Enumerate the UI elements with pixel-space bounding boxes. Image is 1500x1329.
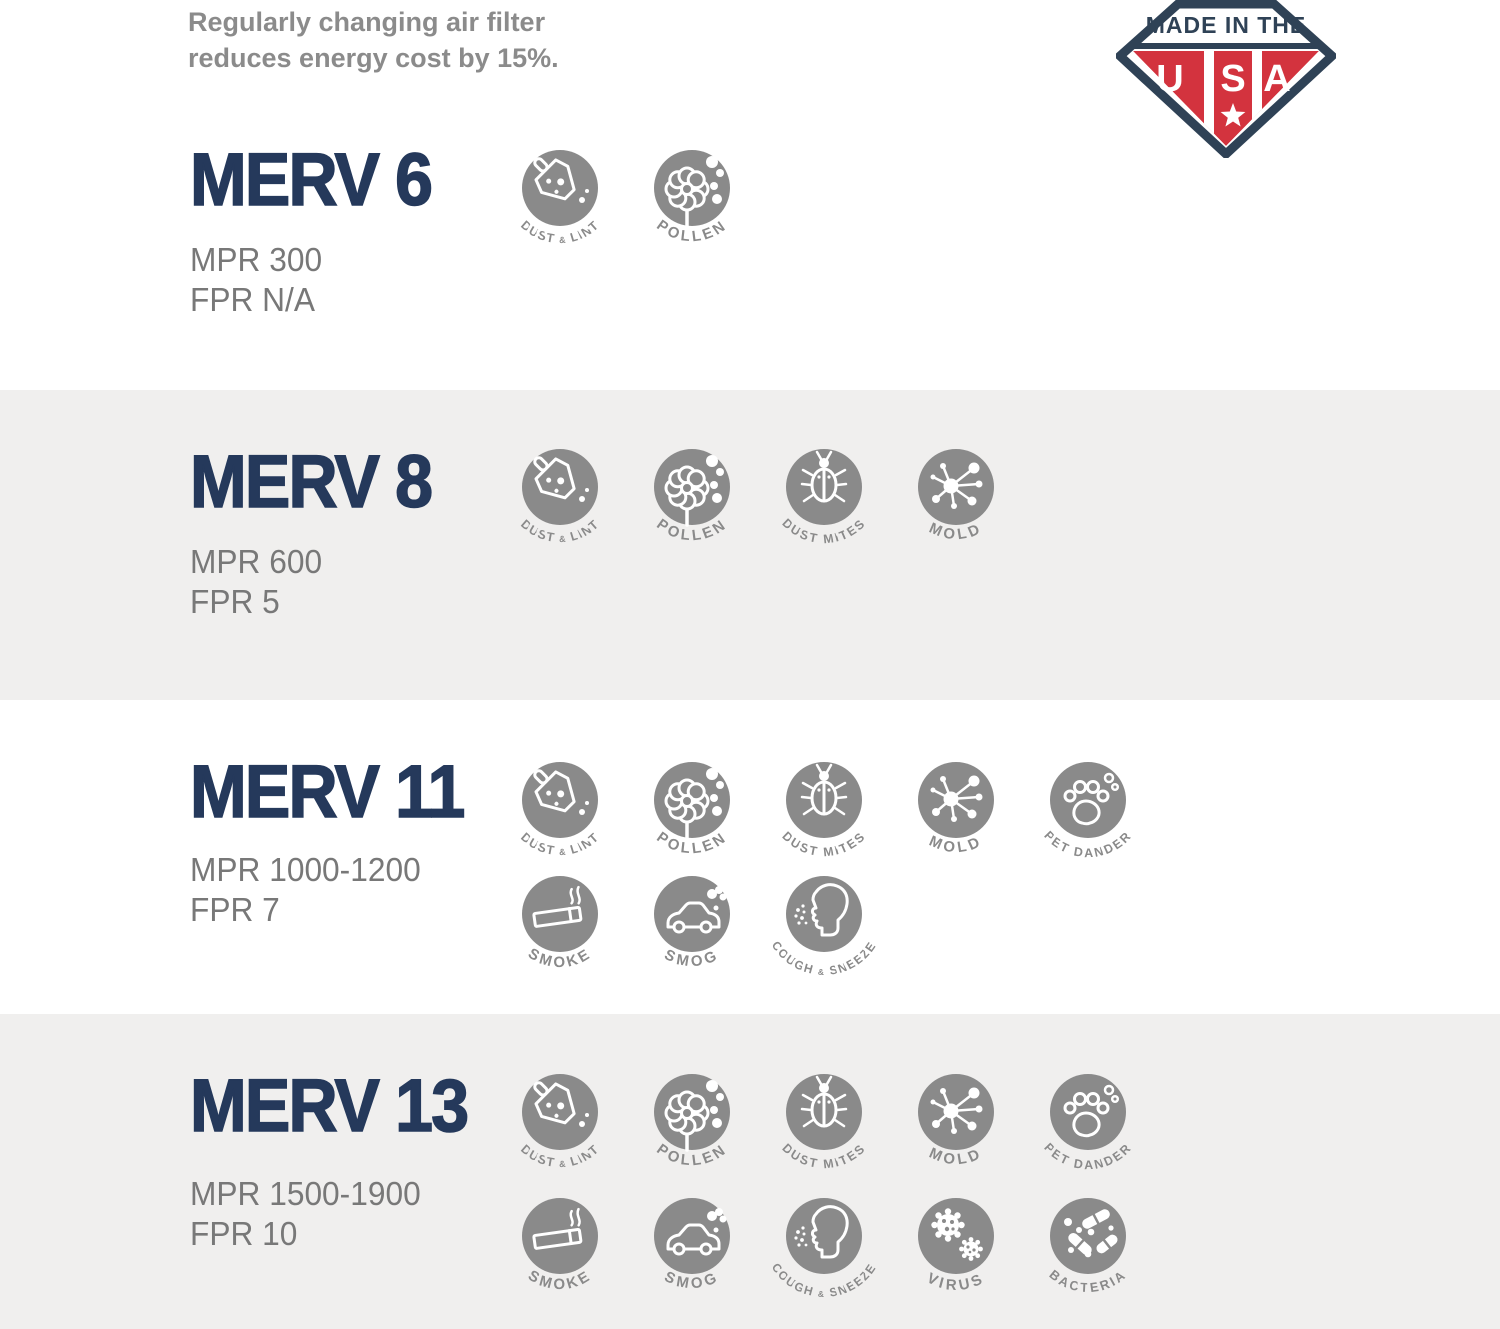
pet-dander-icon: PET DANDER — [1038, 1074, 1136, 1175]
contaminant-icon-row: DUST & LINT POLLEN — [494, 144, 758, 262]
dust-lint-glyph — [533, 769, 589, 815]
mold-glyph — [930, 1087, 983, 1134]
merv-specs: MPR 600 FPR 5 — [190, 542, 322, 622]
mpr-value: MPR 1500-1900 — [190, 1175, 421, 1212]
dust-mites-icon: DUST MITES — [776, 449, 870, 549]
pet-dander-glyph — [1063, 1084, 1120, 1138]
virus-glyph — [931, 1208, 983, 1261]
icon-circle — [786, 1198, 862, 1274]
contaminant-icon-row: DUST & LINT POLLEN DUST MITES MOLD PET DANDE… — [494, 1068, 1154, 1186]
fpr-value: FPR N/A — [190, 281, 315, 318]
section-merv-8: MERV 8 MPR 600 FPR 5 DUST & LINT POLLEN DUST … — [0, 390, 1500, 700]
section-merv-13: MERV 13 MPR 1500-1900 FPR 10 DUST & LINT POL… — [0, 1014, 1500, 1329]
mpr-value: MPR 1000-1200 — [190, 851, 421, 888]
dust-mites-icon: DUST MITES — [776, 1074, 870, 1174]
merv-rating-title: MERV 8 — [189, 439, 434, 524]
merv-rating-title: MERV 13 — [189, 1063, 470, 1148]
badge-letter-a: A — [1263, 58, 1290, 100]
bacteria-icon: BACTERIA — [1043, 1198, 1130, 1298]
pollen-glyph — [664, 455, 724, 527]
badge-letter-s: S — [1220, 58, 1245, 100]
cough-sneeze-glyph — [794, 1205, 849, 1259]
contaminant-icon-row: SMOKE SMOG COUGH & SNEEZE — [494, 870, 890, 988]
smog-icon: SMOG — [654, 1198, 730, 1296]
pollen-icon: POLLEN — [650, 150, 731, 248]
pet-dander-icon: PET DANDER — [1038, 762, 1136, 863]
merv-specs: MPR 300 FPR N/A — [190, 240, 322, 320]
fpr-value: FPR 7 — [190, 891, 280, 928]
merv-rating-title: MERV 11 — [189, 749, 466, 834]
smog-glyph — [666, 1208, 727, 1256]
dust-mites-glyph — [800, 1075, 848, 1128]
dust-mites-glyph — [800, 763, 848, 816]
badge-top-text: MADE IN THE — [1146, 12, 1307, 38]
mold-glyph — [930, 462, 983, 509]
merv-rating-title: MERV 6 — [189, 137, 434, 222]
dust-lint-icon: DUST & LINT — [515, 449, 604, 548]
smog-glyph — [666, 886, 727, 934]
fpr-value: FPR 5 — [190, 583, 280, 620]
pollen-icon: POLLEN — [650, 1074, 731, 1172]
mpr-value: MPR 600 — [190, 543, 323, 580]
cough-sneeze-glyph — [794, 883, 849, 937]
section-merv-6: MERV 6 MPR 300 FPR N/A DUST & LINT POLLEN — [0, 0, 1500, 390]
pollen-glyph — [664, 1080, 724, 1152]
smoke-glyph — [532, 885, 583, 928]
virus-icon: VIRUS — [918, 1198, 994, 1297]
merv-specs: MPR 1000-1200 FPR 7 — [190, 850, 421, 930]
dust-lint-glyph — [533, 456, 589, 502]
energy-tagline: Regularly changing air filter reduces en… — [188, 4, 559, 76]
smoke-glyph — [532, 1207, 583, 1250]
dust-mites-icon: DUST MITES — [776, 762, 870, 862]
contaminant-icon-row: DUST & LINT POLLEN DUST MITES MOLD PET DANDE… — [494, 756, 1154, 874]
section-merv-11: MERV 11 MPR 1000-1200 FPR 7 DUST & LINT POLL… — [0, 700, 1500, 1014]
icon-circle — [786, 876, 862, 952]
tagline-line-2: reduces energy cost by 15%. — [188, 43, 559, 73]
mold-icon: MOLD — [918, 449, 994, 546]
smoke-icon: SMOKE — [522, 876, 598, 974]
mold-icon: MOLD — [918, 762, 994, 859]
made-in-usa-badge: MADE IN THE U S A — [1116, 0, 1336, 158]
fpr-value: FPR 10 — [190, 1215, 298, 1252]
contaminant-icon-row: DUST & LINT POLLEN DUST MITES MOLD — [494, 443, 1022, 561]
dust-lint-glyph — [533, 1081, 589, 1127]
dust-lint-icon: DUST & LINT — [515, 762, 604, 861]
pet-dander-glyph — [1063, 772, 1120, 826]
dust-mites-glyph — [800, 450, 848, 503]
badge-star-icon — [1220, 103, 1246, 127]
cough-sneeze-icon: COUGH & SNEEZE — [766, 1198, 881, 1303]
pollen-glyph — [664, 156, 724, 228]
dust-lint-icon: DUST & LINT — [515, 150, 604, 249]
tagline-line-1: Regularly changing air filter — [188, 7, 546, 37]
smog-icon: SMOG — [654, 876, 730, 974]
smoke-icon: SMOKE — [522, 1198, 598, 1296]
pollen-glyph — [664, 768, 724, 840]
contaminant-icon-row: SMOKE SMOG COUGH & SNEEZE VIRUS BACTERIA — [494, 1192, 1154, 1310]
mold-glyph — [930, 775, 983, 822]
mpr-value: MPR 300 — [190, 241, 323, 278]
cough-sneeze-icon: COUGH & SNEEZE — [766, 876, 881, 981]
pollen-icon: POLLEN — [650, 762, 731, 860]
pollen-icon: POLLEN — [650, 449, 731, 547]
badge-letter-u: U — [1156, 58, 1183, 100]
badge-stripes — [1133, 51, 1319, 146]
mold-icon: MOLD — [918, 1074, 994, 1171]
bacteria-glyph — [1064, 1209, 1118, 1258]
dust-lint-icon: DUST & LINT — [515, 1074, 604, 1173]
merv-specs: MPR 1500-1900 FPR 10 — [190, 1174, 421, 1254]
dust-lint-glyph — [533, 157, 589, 203]
